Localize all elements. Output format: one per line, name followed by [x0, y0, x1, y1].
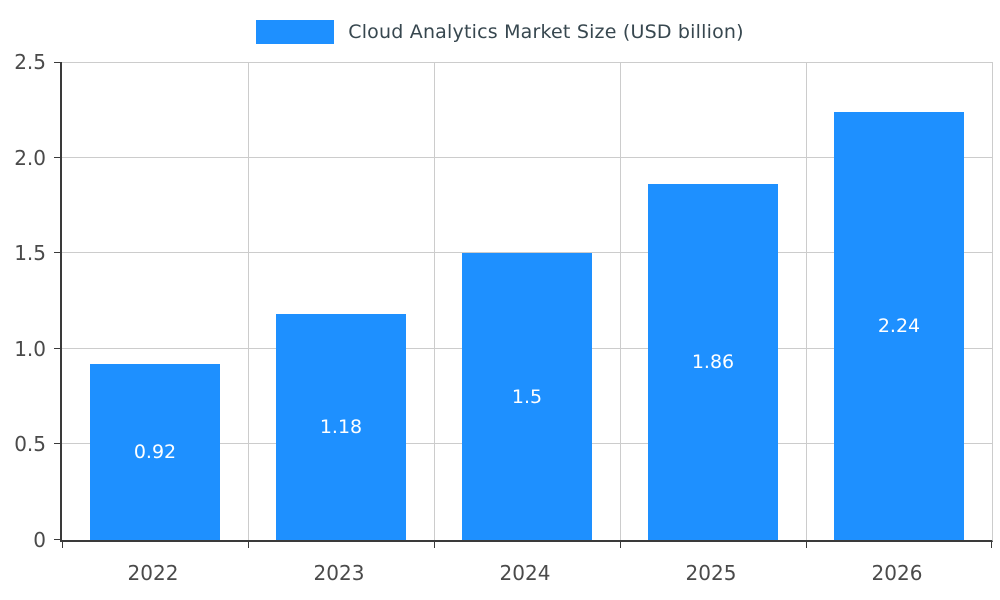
bar: 0.92 [89, 364, 221, 540]
y-tick-label: 2.5 [14, 50, 46, 74]
gridline [806, 62, 807, 540]
gridline [620, 62, 621, 540]
gridline [248, 62, 249, 540]
gridline [62, 62, 992, 63]
gridline [434, 62, 435, 540]
x-tick-label: 2022 [127, 561, 179, 585]
x-tick-mark [248, 542, 249, 548]
bar: 2.24 [833, 111, 965, 540]
y-tick-label: 0 [33, 528, 46, 552]
bar: 1.5 [461, 253, 593, 540]
x-tick-label: 2024 [499, 561, 551, 585]
bar-value-label: 1.18 [319, 416, 363, 439]
x-tick-label: 2026 [871, 561, 923, 585]
gridline [62, 156, 992, 158]
bar: 1.86 [647, 184, 779, 540]
y-tick-mark [54, 443, 60, 445]
bar: 1.18 [275, 314, 407, 540]
x-tick-mark [620, 542, 621, 548]
y-tick-mark [54, 252, 60, 254]
y-tick-mark [54, 539, 60, 540]
x-tick-mark [991, 542, 992, 548]
y-tick-mark [54, 156, 60, 158]
chart-title: Cloud Analytics Market Size (USD billion… [348, 21, 744, 43]
legend-swatch [256, 20, 335, 44]
bar-value-label: 2.24 [877, 314, 921, 337]
x-tick-label: 2025 [685, 561, 737, 585]
bar-value-label: 1.5 [511, 385, 543, 408]
x-tick-mark [62, 542, 63, 548]
y-tick-mark [54, 347, 60, 349]
bar-value-label: 1.86 [691, 351, 735, 374]
y-tick-label: 2.0 [14, 145, 46, 170]
gridline [62, 252, 992, 254]
x-tick-mark [806, 542, 807, 548]
legend: Cloud Analytics Market Size (USD billion… [0, 18, 1000, 46]
x-tick-label: 2023 [313, 561, 365, 585]
x-tick-mark [434, 542, 435, 548]
plot-area: 0.92 1.18 1.5 1.86 2.24 [54, 62, 993, 548]
y-tick-mark [54, 62, 60, 63]
y-tick-label: 0.5 [14, 432, 46, 457]
y-tick-label: 1.0 [14, 336, 46, 361]
bar-value-label: 0.92 [133, 441, 177, 464]
y-tick-label: 1.5 [14, 241, 46, 266]
